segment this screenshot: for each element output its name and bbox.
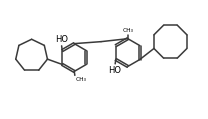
Text: HO: HO <box>108 66 121 75</box>
Text: CH₃: CH₃ <box>122 28 133 33</box>
Text: HO: HO <box>55 35 68 44</box>
Text: CH₃: CH₃ <box>76 77 87 82</box>
